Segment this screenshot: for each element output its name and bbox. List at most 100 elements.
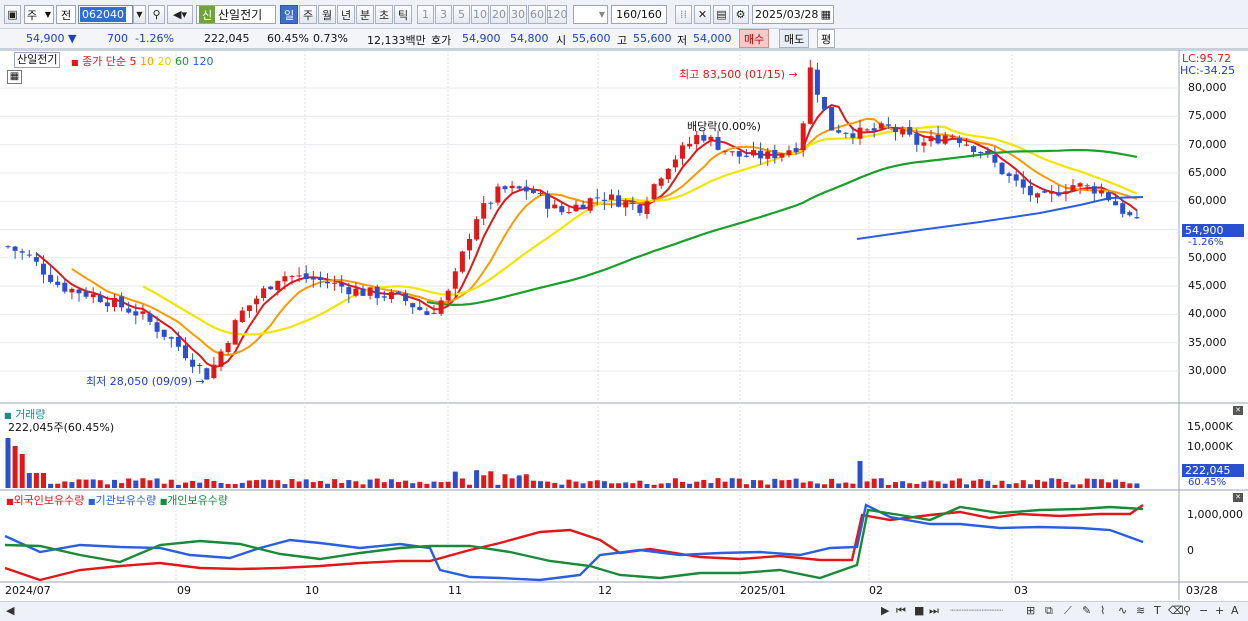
period-tab-3[interactable]: 년 xyxy=(337,5,355,24)
volume-bar xyxy=(396,482,401,488)
volume-bar xyxy=(183,482,188,488)
minute-tab-2[interactable]: 5 xyxy=(453,5,470,24)
erase-icon[interactable]: ⌫ xyxy=(1168,604,1184,617)
candle xyxy=(999,162,1005,176)
zoom-out-icon[interactable]: − xyxy=(1199,604,1209,617)
period-tab-5[interactable]: 초 xyxy=(375,5,393,24)
close-panel-icon[interactable]: ✕ xyxy=(1233,493,1243,502)
holdings-tick: 1,000,000 xyxy=(1187,508,1243,521)
volume-bar xyxy=(346,480,352,488)
candle xyxy=(183,337,188,361)
period-tab-2[interactable]: 월 xyxy=(318,5,336,24)
wave-icon[interactable]: ∿ xyxy=(1118,604,1128,617)
play-icon[interactable]: ▶ xyxy=(881,604,890,617)
period-tab-4[interactable]: 분 xyxy=(356,5,374,24)
count-field[interactable]: 160/160 xyxy=(611,5,667,24)
candle xyxy=(282,271,288,290)
code-dropdown-icon[interactable]: ▼ xyxy=(133,5,146,24)
count-value: 160/160 xyxy=(616,8,662,21)
stop-icon[interactable]: ■ xyxy=(914,604,925,617)
stock-legend-box[interactable]: 산일전기 xyxy=(14,52,61,68)
minute-tab-6[interactable]: 60 xyxy=(528,5,546,24)
volume-bar xyxy=(644,484,650,488)
calculator-icon[interactable]: ▦ xyxy=(7,70,22,84)
candle xyxy=(431,305,437,315)
volume-bar xyxy=(1070,484,1076,488)
volume-bar xyxy=(758,480,764,488)
gear-icon[interactable]: ⚙ xyxy=(732,5,749,24)
zoom-in-icon[interactable]: + xyxy=(1215,604,1225,617)
volume-bar xyxy=(119,483,125,488)
volume-bar xyxy=(538,481,543,488)
candle xyxy=(772,144,778,164)
period-select[interactable]: 주 ▼ xyxy=(24,5,54,24)
candle xyxy=(424,307,430,316)
period-tab-6[interactable]: 틱 xyxy=(394,5,412,24)
minute-tab-0[interactable]: 1 xyxy=(417,5,434,24)
volume-bar xyxy=(573,481,579,488)
volume-bar xyxy=(743,484,749,488)
rewind-icon[interactable]: ⏮ xyxy=(896,604,906,617)
avg-button[interactable]: 평 xyxy=(817,29,836,48)
close-panel-icon[interactable]: ✕ xyxy=(1233,406,1243,415)
layout-icon[interactable]: ⊞ xyxy=(1026,604,1036,617)
minute-tab-4[interactable]: 20 xyxy=(490,5,508,24)
candle xyxy=(516,185,522,190)
copy-icon[interactable]: ⧉ xyxy=(1045,604,1053,617)
speaker-icon[interactable]: ◀▾ xyxy=(167,5,193,24)
candle xyxy=(261,285,267,302)
date-value: 2025/03/28 xyxy=(755,8,819,21)
crosshair-icon[interactable]: ✕ xyxy=(694,5,711,24)
minute-tab-3[interactable]: 10 xyxy=(471,5,489,24)
candle xyxy=(857,119,863,145)
candle xyxy=(119,292,125,312)
buy-button[interactable]: 매수 xyxy=(739,29,770,48)
volume-bar xyxy=(601,481,607,488)
count-dropdown[interactable]: ▼ xyxy=(573,5,608,24)
period-tab-1[interactable]: 주 xyxy=(299,5,317,24)
candle xyxy=(914,128,920,153)
date-field[interactable]: 2025/03/28 ▦ xyxy=(752,5,834,24)
sell-button[interactable]: 매도 xyxy=(779,29,810,48)
period-tab-0[interactable]: 일 xyxy=(280,5,298,24)
candle xyxy=(353,282,359,298)
search-icon[interactable]: ⚲ xyxy=(1183,604,1192,617)
stock-code-input[interactable]: 062040 xyxy=(78,5,133,24)
font-size-icon[interactable]: A xyxy=(1231,604,1239,617)
stock-name-field[interactable]: 신 산일전기 xyxy=(196,5,276,24)
candle xyxy=(871,122,877,138)
x-axis-label: 2024/07 xyxy=(5,584,51,597)
candle xyxy=(12,245,18,259)
x-axis-label: 11 xyxy=(448,584,462,597)
scroll-left-icon[interactable]: ◀ xyxy=(6,604,15,617)
ma20-label: 20 xyxy=(157,55,172,68)
prev-select[interactable]: 전 xyxy=(56,5,76,24)
grid-icon[interactable]: ⁞⁞ xyxy=(675,5,692,24)
ruler-icon[interactable]: ⌇ xyxy=(1100,604,1106,617)
candle xyxy=(1098,183,1104,197)
x-axis-label: 2025/01 xyxy=(740,584,786,597)
draw-icon[interactable]: ✎ xyxy=(1082,604,1092,617)
minute-tab-7[interactable]: 120 xyxy=(547,5,568,24)
volume-bar xyxy=(239,482,245,488)
volume-bar xyxy=(218,482,224,488)
trend-icon[interactable]: ⟋ xyxy=(1064,604,1072,617)
candle xyxy=(793,142,799,155)
search-icon[interactable]: ⚲ xyxy=(148,5,165,24)
candle xyxy=(296,267,302,283)
fibo-icon[interactable]: ≋ xyxy=(1136,604,1146,617)
volume-bars xyxy=(5,438,1140,488)
window-icon[interactable]: ▣ xyxy=(4,5,21,24)
candle xyxy=(218,348,224,372)
zoom-slider[interactable]: ┈┈┈┈┈┈┈┈ xyxy=(950,604,1003,617)
legend-stock-name: 산일전기 xyxy=(17,53,58,66)
current-price: 54,900 xyxy=(26,32,65,45)
minute-tab-5[interactable]: 30 xyxy=(509,5,527,24)
text-icon[interactable]: T xyxy=(1154,604,1161,617)
high-annotation: 최고 83,500 (01/15) → xyxy=(679,68,798,81)
volume-bar xyxy=(5,438,11,488)
save-icon[interactable]: ▤ xyxy=(713,5,730,24)
volume-bar xyxy=(97,480,103,488)
forward-icon[interactable]: ⏭ xyxy=(929,604,939,617)
minute-tab-1[interactable]: 3 xyxy=(435,5,452,24)
